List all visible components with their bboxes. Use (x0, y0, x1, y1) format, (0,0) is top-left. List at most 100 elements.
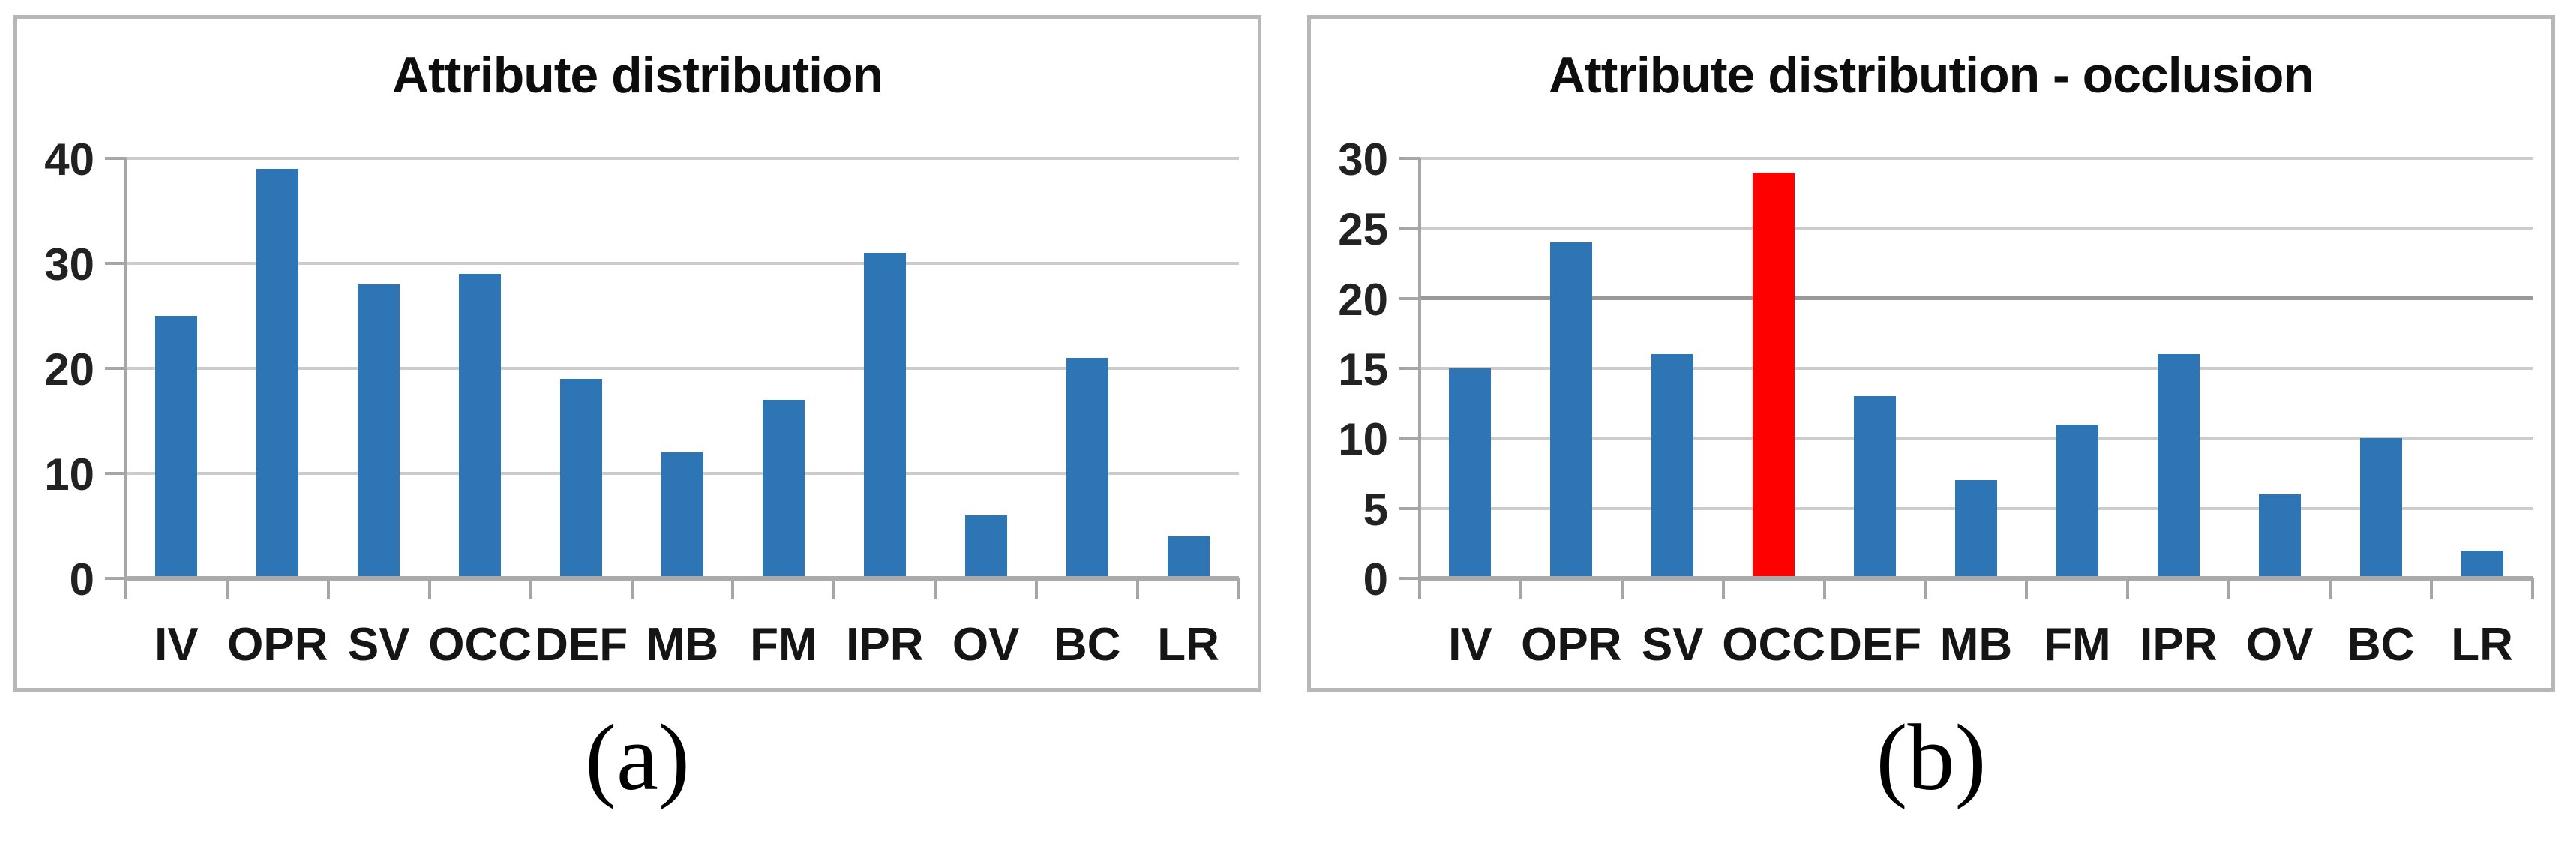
gridline-10 (1420, 437, 2533, 440)
x-axis-tick (1418, 578, 1421, 599)
x-axis-label-OPR: OPR (1521, 619, 1622, 671)
y-axis-label: 5 (1363, 484, 1388, 535)
x-axis-tick (124, 578, 127, 599)
bar-OCC (459, 274, 502, 578)
x-axis-label-IPR: IPR (846, 619, 924, 671)
gridline-40 (126, 157, 1239, 160)
bar-plot-b: 0 5 10 15 20 25 30 IV OPR SV OCC DEF MB FM IPR OV BC LR (1338, 137, 2534, 668)
subfigure-caption-a: (a) (585, 706, 690, 810)
bar-IV (155, 316, 198, 578)
bar-OPR (256, 169, 299, 578)
x-axis-label-FM: FM (750, 619, 817, 671)
bar-LR (1167, 536, 1210, 578)
y-axis-label: 20 (1338, 274, 1388, 325)
y-axis-label: 10 (1338, 414, 1388, 465)
y-axis-label: 30 (1338, 134, 1388, 185)
y-axis-tick (105, 577, 126, 580)
gridline-20 (1420, 296, 2533, 300)
bar-SV (358, 284, 400, 578)
x-axis-label-OCC: OCC (428, 619, 532, 671)
chart-panel-b: Attribute distribution - occlusion 0 5 10 1… (1307, 15, 2555, 692)
bar-OV (964, 515, 1007, 578)
x-axis-label-BC: BC (2347, 619, 2415, 671)
y-axis-tick (1399, 367, 1420, 370)
x-axis-tick (1035, 578, 1039, 599)
bar-plot-a: 0 10 20 30 40 IV OPR SV OCC DEF MB FM IPR OV BC LR (44, 137, 1240, 668)
x-axis-tick (1620, 578, 1624, 599)
y-axis-tick (105, 157, 126, 160)
bar-MB (661, 452, 703, 578)
y-axis-tick (1399, 437, 1420, 440)
x-axis-label-OV: OV (2245, 619, 2314, 671)
y-axis-tick (105, 262, 126, 265)
y-axis-label: 0 (69, 554, 94, 605)
bar-IPR (2157, 354, 2200, 578)
gridline-20 (126, 367, 1239, 370)
x-axis-label-OPR: OPR (227, 619, 328, 671)
x-axis-line (126, 576, 1239, 581)
y-axis-label: 10 (44, 449, 94, 500)
x-axis-tick (2329, 578, 2332, 599)
bar-OV (2258, 494, 2301, 578)
x-axis-line (1420, 576, 2533, 581)
y-axis-label: 20 (44, 344, 94, 395)
y-axis-label: 0 (1363, 554, 1388, 605)
gridline-30 (1420, 157, 2533, 160)
bar-OCC (1753, 172, 1795, 578)
x-axis-label-LR: LR (1157, 619, 1219, 671)
x-axis-label-SV: SV (1641, 619, 1704, 671)
bar-FM (2056, 424, 2098, 578)
chart-title-a: Attribute distribution (391, 47, 883, 104)
bar-SV (1651, 354, 1694, 578)
y-axis-tick (105, 472, 126, 475)
bar-IV (1449, 368, 1492, 578)
x-axis-tick (1136, 578, 1140, 599)
x-axis-label-DEF: DEF (535, 619, 628, 671)
x-axis-label-MB: MB (1939, 619, 2013, 671)
x-axis-label-OCC: OCC (1722, 619, 1826, 671)
y-axis-label: 40 (44, 134, 94, 185)
bar-LR (2461, 550, 2503, 578)
x-axis-tick (326, 578, 330, 599)
bar-IPR (863, 253, 906, 578)
x-axis-label-OV: OV (952, 619, 1020, 671)
y-axis-tick (105, 367, 126, 370)
x-axis-tick (1237, 578, 1240, 599)
y-axis-tick (1399, 296, 1420, 300)
gridline-30 (126, 262, 1239, 265)
x-axis-label-IV: IV (1448, 619, 1492, 671)
bar-BC (1066, 358, 1108, 578)
x-axis-label-LR: LR (2451, 619, 2513, 671)
x-axis-tick (2430, 578, 2434, 599)
x-axis-tick (2227, 578, 2231, 599)
x-axis-tick (1721, 578, 1725, 599)
x-axis-tick (2531, 578, 2534, 599)
x-axis-label-DEF: DEF (1828, 619, 1922, 671)
x-axis-tick (529, 578, 532, 599)
y-axis-line (124, 158, 127, 578)
x-axis-tick (1924, 578, 1927, 599)
x-axis-tick (1519, 578, 1522, 599)
x-axis-tick (934, 578, 937, 599)
x-axis-tick (427, 578, 431, 599)
bar-OPR (1550, 242, 1593, 578)
x-axis-label-SV: SV (347, 619, 410, 671)
bar-FM (762, 400, 805, 578)
gridline-15 (1420, 367, 2533, 370)
x-axis-label-IPR: IPR (2140, 619, 2218, 671)
bar-DEF (1854, 396, 1897, 578)
y-axis-tick (1399, 227, 1420, 230)
y-axis-line (1418, 158, 1421, 578)
x-axis-tick (731, 578, 735, 599)
x-axis-label-MB: MB (646, 619, 719, 671)
y-axis-tick (1399, 506, 1420, 510)
y-axis-tick (1399, 157, 1420, 160)
x-axis-label-IV: IV (154, 619, 199, 671)
bar-MB (1955, 480, 1997, 578)
x-axis-tick (225, 578, 229, 599)
bar-BC (2359, 438, 2402, 578)
x-axis-label-FM: FM (2044, 619, 2111, 671)
x-axis-tick (2025, 578, 2029, 599)
x-axis-tick (832, 578, 836, 599)
y-axis-label: 15 (1338, 344, 1388, 395)
